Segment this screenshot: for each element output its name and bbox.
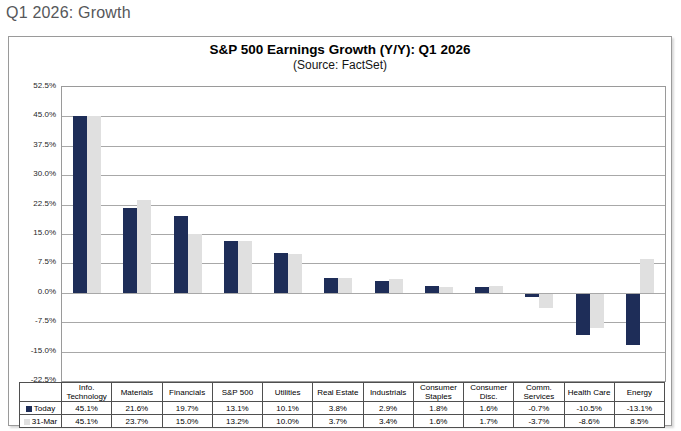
category-header-cell: Utilities (263, 383, 313, 402)
gridline (62, 322, 665, 323)
chart-panel: S&P 500 Earnings Growth (Y/Y): Q1 2026 (… (8, 36, 672, 426)
bar-31mar (338, 278, 352, 293)
table-wrap: Info. TechnologyMaterialsFinancialsS&P 5… (19, 382, 665, 428)
bar-31mar (439, 287, 453, 293)
legend-label: 31-Mar (32, 417, 57, 426)
value-cell: 1.6% (464, 402, 514, 415)
value-cell: 10.0% (263, 415, 313, 428)
y-axis-tick-label: 15.0% (9, 228, 56, 238)
y-axis-tick-label: -15.0% (9, 346, 56, 356)
value-cell: -8.6% (564, 415, 614, 428)
value-cell: 15.0% (162, 415, 212, 428)
bar-31mar (590, 294, 604, 328)
value-cell: 19.7% (162, 402, 212, 415)
category-header-cell: Comm. Services (514, 383, 564, 402)
value-cell: 1.7% (464, 415, 514, 428)
bar-today (576, 294, 590, 335)
value-cell: 45.1% (62, 402, 112, 415)
value-cell: 1.8% (413, 402, 463, 415)
gridline (62, 263, 665, 264)
data-table: Info. TechnologyMaterialsFinancialsS&P 5… (19, 382, 665, 428)
gridline (62, 352, 665, 353)
category-header-cell: S&P 500 (212, 383, 262, 402)
plot-area (61, 86, 666, 382)
value-cell: 2.9% (363, 402, 413, 415)
category-header-cell: Consumer Disc. (464, 383, 514, 402)
value-cell: 3.8% (313, 402, 363, 415)
bar-today (73, 116, 87, 293)
bar-today (525, 294, 539, 297)
bar-today (274, 253, 288, 293)
table-header-row: Info. TechnologyMaterialsFinancialsS&P 5… (20, 383, 665, 402)
bar-31mar (489, 286, 503, 293)
value-cell: 13.1% (212, 402, 262, 415)
bar-31mar (389, 279, 403, 292)
y-axis: 52.5% 45.0% 37.5% 30.0% 22.5% 15.0% 7.5% 0.0% -7… (9, 37, 56, 425)
category-header-cell: Consumer Staples (413, 383, 463, 402)
bar-today (123, 208, 137, 293)
category-header-cell: Energy (614, 383, 664, 402)
bar-today (324, 278, 338, 293)
category-header-cell: Health Care (564, 383, 614, 402)
value-cell: 3.7% (313, 415, 363, 428)
bar-today (475, 287, 489, 293)
gridline (62, 146, 665, 147)
bar-today (224, 241, 238, 292)
bar-31mar (288, 254, 302, 293)
value-cell: -3.7% (514, 415, 564, 428)
bar-31mar (640, 259, 654, 292)
y-axis-tick-label: 52.5% (9, 81, 56, 91)
category-header-cell: Real Estate (313, 383, 363, 402)
gridline (62, 205, 665, 206)
value-cell: 10.1% (263, 402, 313, 415)
y-axis-tick-label: 45.0% (9, 110, 56, 120)
bar-31mar (238, 241, 252, 293)
table-row: Today45.1%21.6%19.7%13.1%10.1%3.8%2.9%1.… (20, 402, 665, 415)
bar-31mar (539, 294, 553, 309)
y-axis-tick-label: 7.5% (9, 257, 56, 267)
gridline (62, 234, 665, 235)
value-cell: 45.1% (62, 415, 112, 428)
bar-31mar (137, 200, 151, 293)
value-cell: -0.7% (514, 402, 564, 415)
legend-swatch-icon (26, 406, 32, 412)
chart-subtitle: (Source: FactSet) (9, 58, 671, 72)
page: Q1 2026: Growth S&P 500 Earnings Growth … (0, 0, 681, 431)
value-cell: 1.6% (413, 415, 463, 428)
value-cell: 8.5% (614, 415, 664, 428)
table-row: 31-Mar45.1%23.7%15.0%13.2%10.0%3.7%3.4%1… (20, 415, 665, 428)
y-axis-tick-label: 37.5% (9, 140, 56, 150)
value-cell: 21.6% (112, 402, 162, 415)
bar-today (626, 294, 640, 345)
gridline (62, 293, 665, 294)
legend-cell-31mar: 31-Mar (20, 415, 62, 428)
gridline (62, 116, 665, 117)
legend-swatch-icon (24, 419, 30, 425)
value-cell: 13.2% (212, 415, 262, 428)
gridline (62, 175, 665, 176)
category-header-cell: Info. Technology (62, 383, 112, 402)
category-header-cell: Industrials (363, 383, 413, 402)
table-corner-cell (20, 383, 62, 402)
chart-title: S&P 500 Earnings Growth (Y/Y): Q1 2026 (9, 42, 671, 57)
legend-cell-today: Today (20, 402, 62, 415)
bar-today (375, 281, 389, 292)
value-cell: 3.4% (363, 415, 413, 428)
y-axis-tick-label: -7.5% (9, 316, 56, 326)
value-cell: 23.7% (112, 415, 162, 428)
bar-today (174, 216, 188, 293)
bar-today (425, 286, 439, 293)
page-title: Q1 2026: Growth (6, 4, 131, 22)
legend-label: Today (34, 404, 55, 413)
bar-31mar (87, 116, 101, 293)
y-axis-tick-label: 30.0% (9, 169, 56, 179)
value-cell: -10.5% (564, 402, 614, 415)
y-axis-tick-label: 0.0% (9, 287, 56, 297)
category-header-cell: Financials (162, 383, 212, 402)
bar-31mar (188, 234, 202, 293)
y-axis-tick-label: 22.5% (9, 199, 56, 209)
category-header-cell: Materials (112, 383, 162, 402)
value-cell: -13.1% (614, 402, 664, 415)
